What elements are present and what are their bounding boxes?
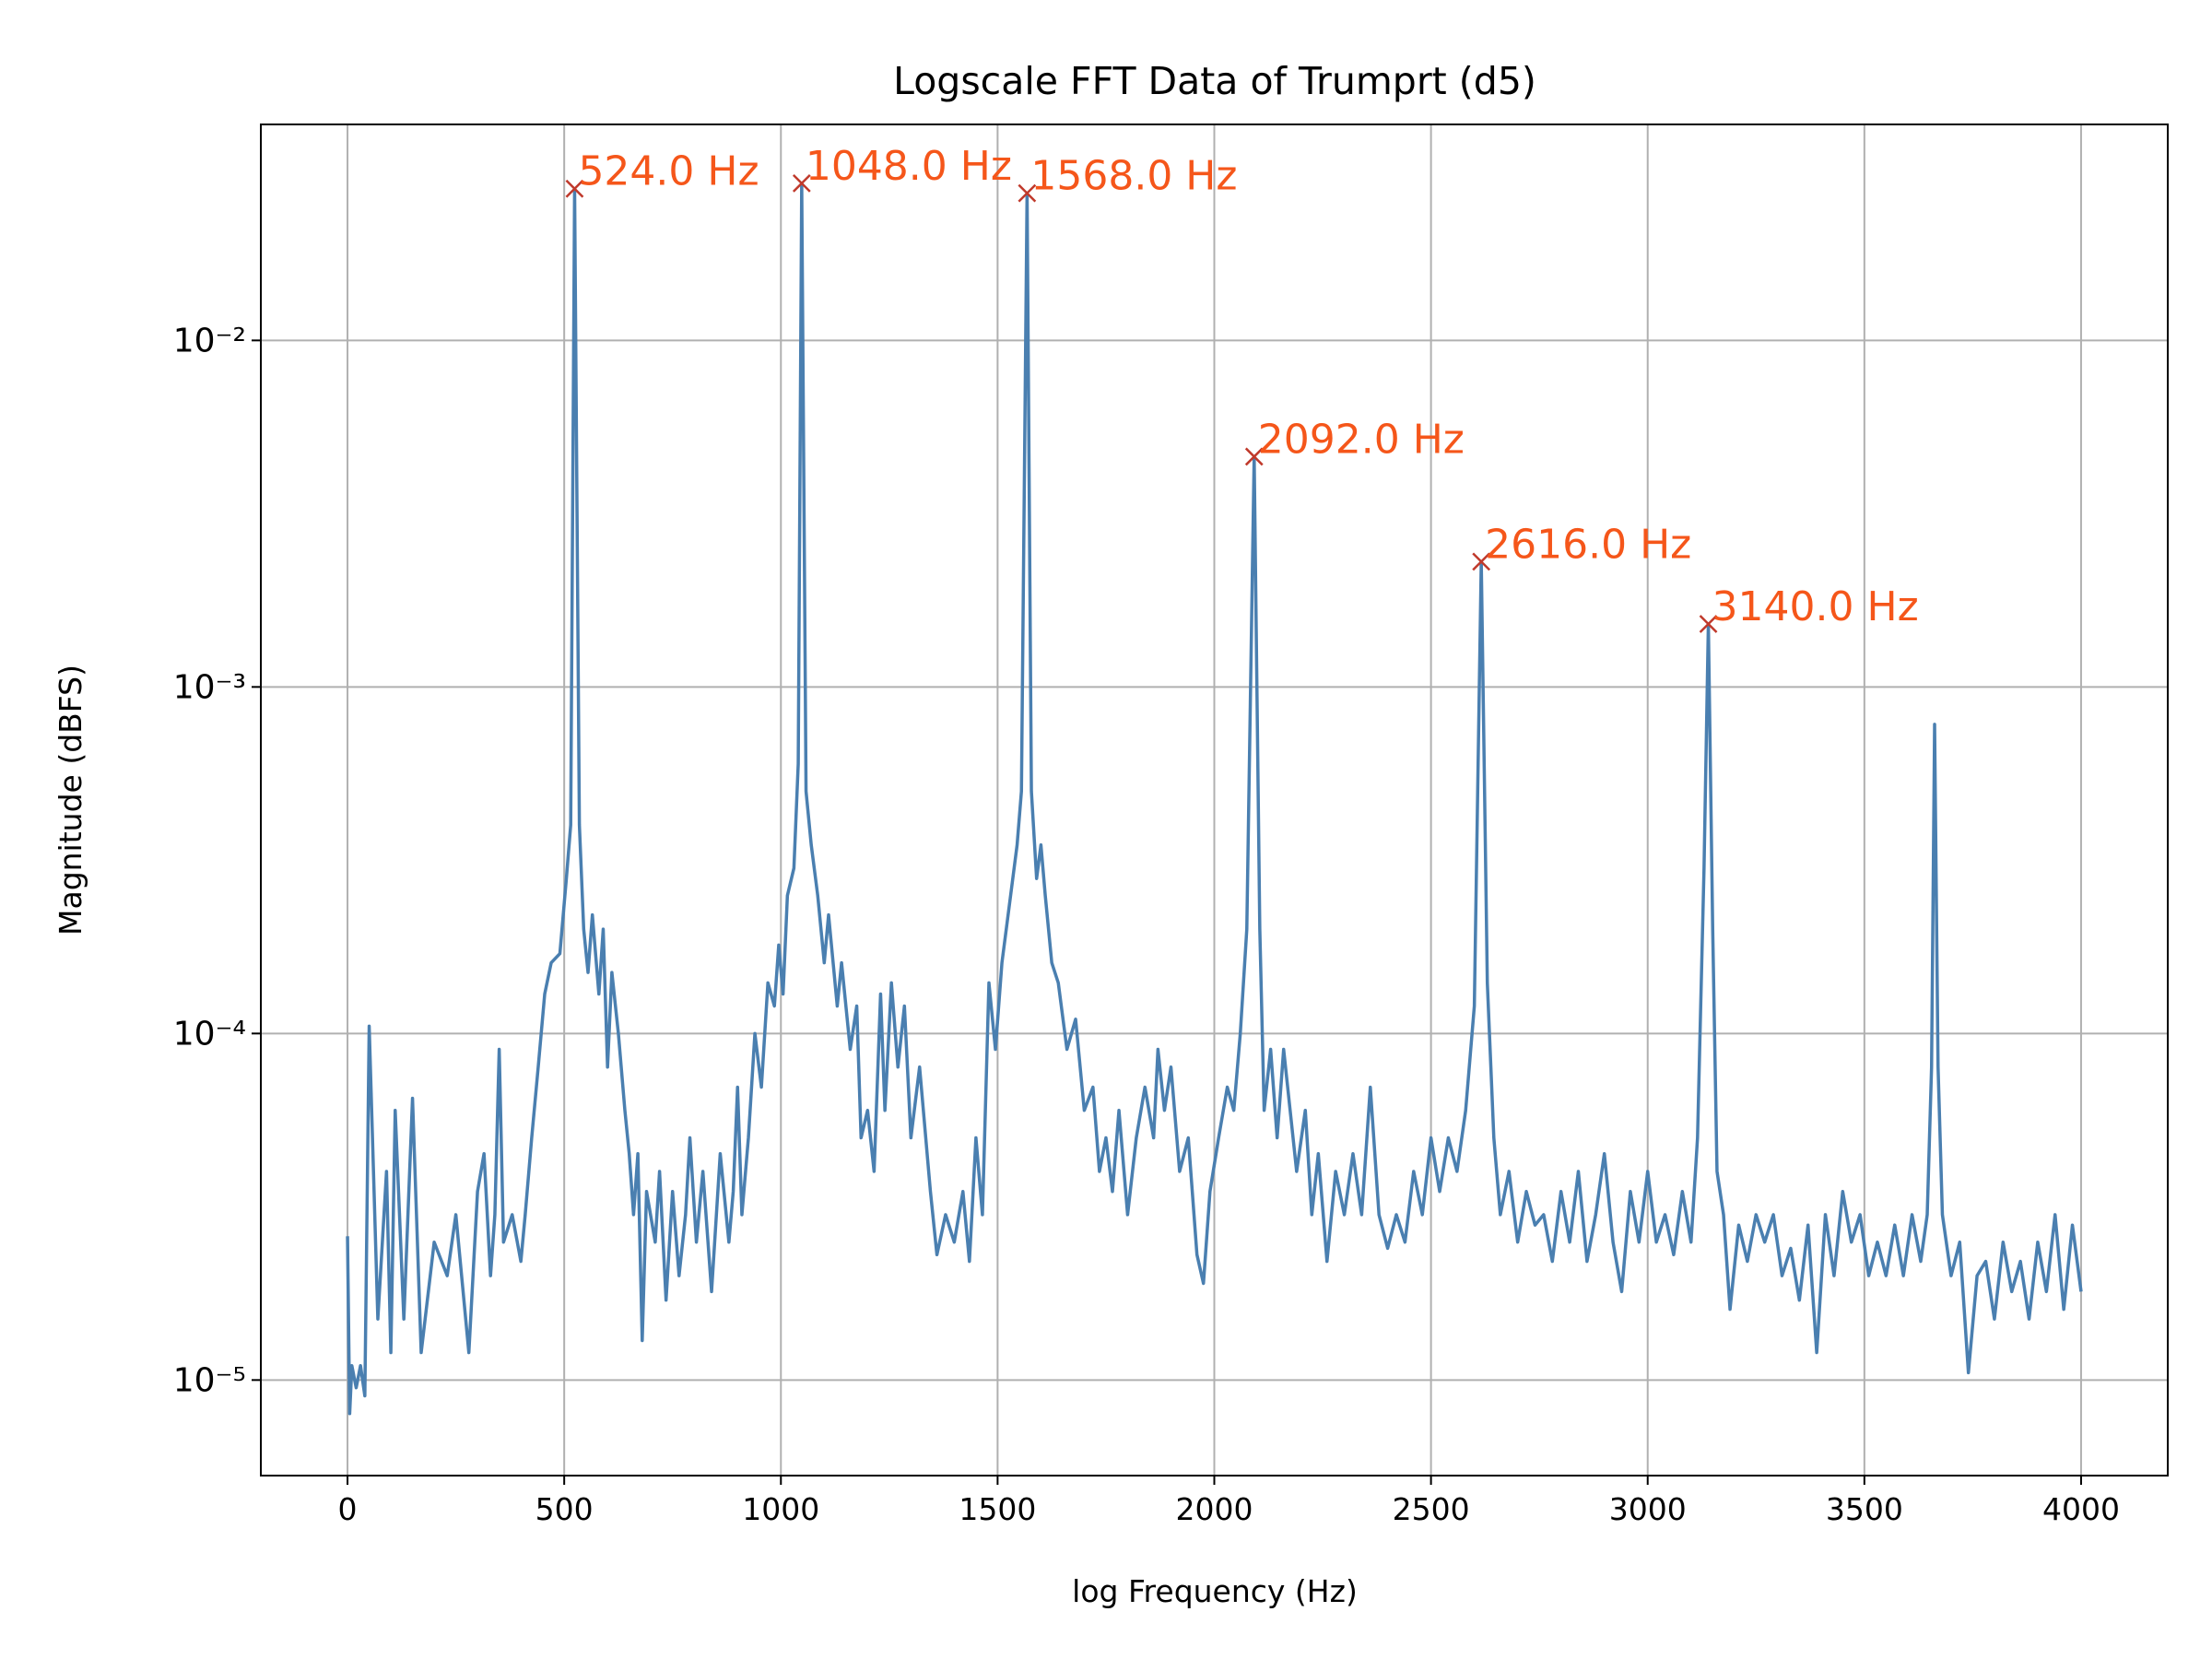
y-axis-label: Magnitude (dBFS): [53, 665, 88, 935]
x-tick-label: 3000: [1609, 1491, 1687, 1527]
x-tick-label: 2000: [1176, 1491, 1253, 1527]
data-line: [346, 182, 2083, 1416]
x-tick-label: 3500: [1826, 1491, 1903, 1527]
peak-marker: [1244, 447, 1264, 466]
peak-marker: [1018, 183, 1037, 203]
y-tick-label: 10⁻⁴: [173, 1015, 246, 1053]
x-tick-label: 1000: [742, 1491, 819, 1527]
peak-label: 1568.0 Hz: [1030, 153, 1237, 200]
peak-label: 3140.0 Hz: [1712, 583, 1919, 630]
y-tick-label: 10⁻³: [173, 668, 246, 706]
peak-label: 1048.0 Hz: [806, 143, 1012, 190]
peak-label: 524.0 Hz: [578, 148, 759, 195]
x-axis-label: log Frequency (Hz): [1072, 1573, 1358, 1609]
peak-marker: [565, 179, 584, 198]
peak-label: 2092.0 Hz: [1258, 416, 1465, 463]
x-tick-label: 1500: [959, 1491, 1036, 1527]
x-tick-label: 2500: [1393, 1491, 1470, 1527]
peak-marker: [1699, 615, 1718, 633]
peak-label: 2616.0 Hz: [1485, 521, 1691, 568]
x-tick-label: 4000: [2042, 1491, 2120, 1527]
x-tick-label: 500: [535, 1491, 594, 1527]
y-tick-label: 10⁻²: [173, 322, 246, 359]
x-tick-label: 0: [338, 1491, 358, 1527]
y-tick-label: 10⁻⁵: [173, 1361, 246, 1399]
peak-marker: [792, 174, 811, 193]
peak-marker: [1472, 552, 1491, 571]
plot-frame: [260, 124, 2169, 1477]
chart-title: Logscale FFT Data of Trumprt (d5): [893, 59, 1536, 103]
